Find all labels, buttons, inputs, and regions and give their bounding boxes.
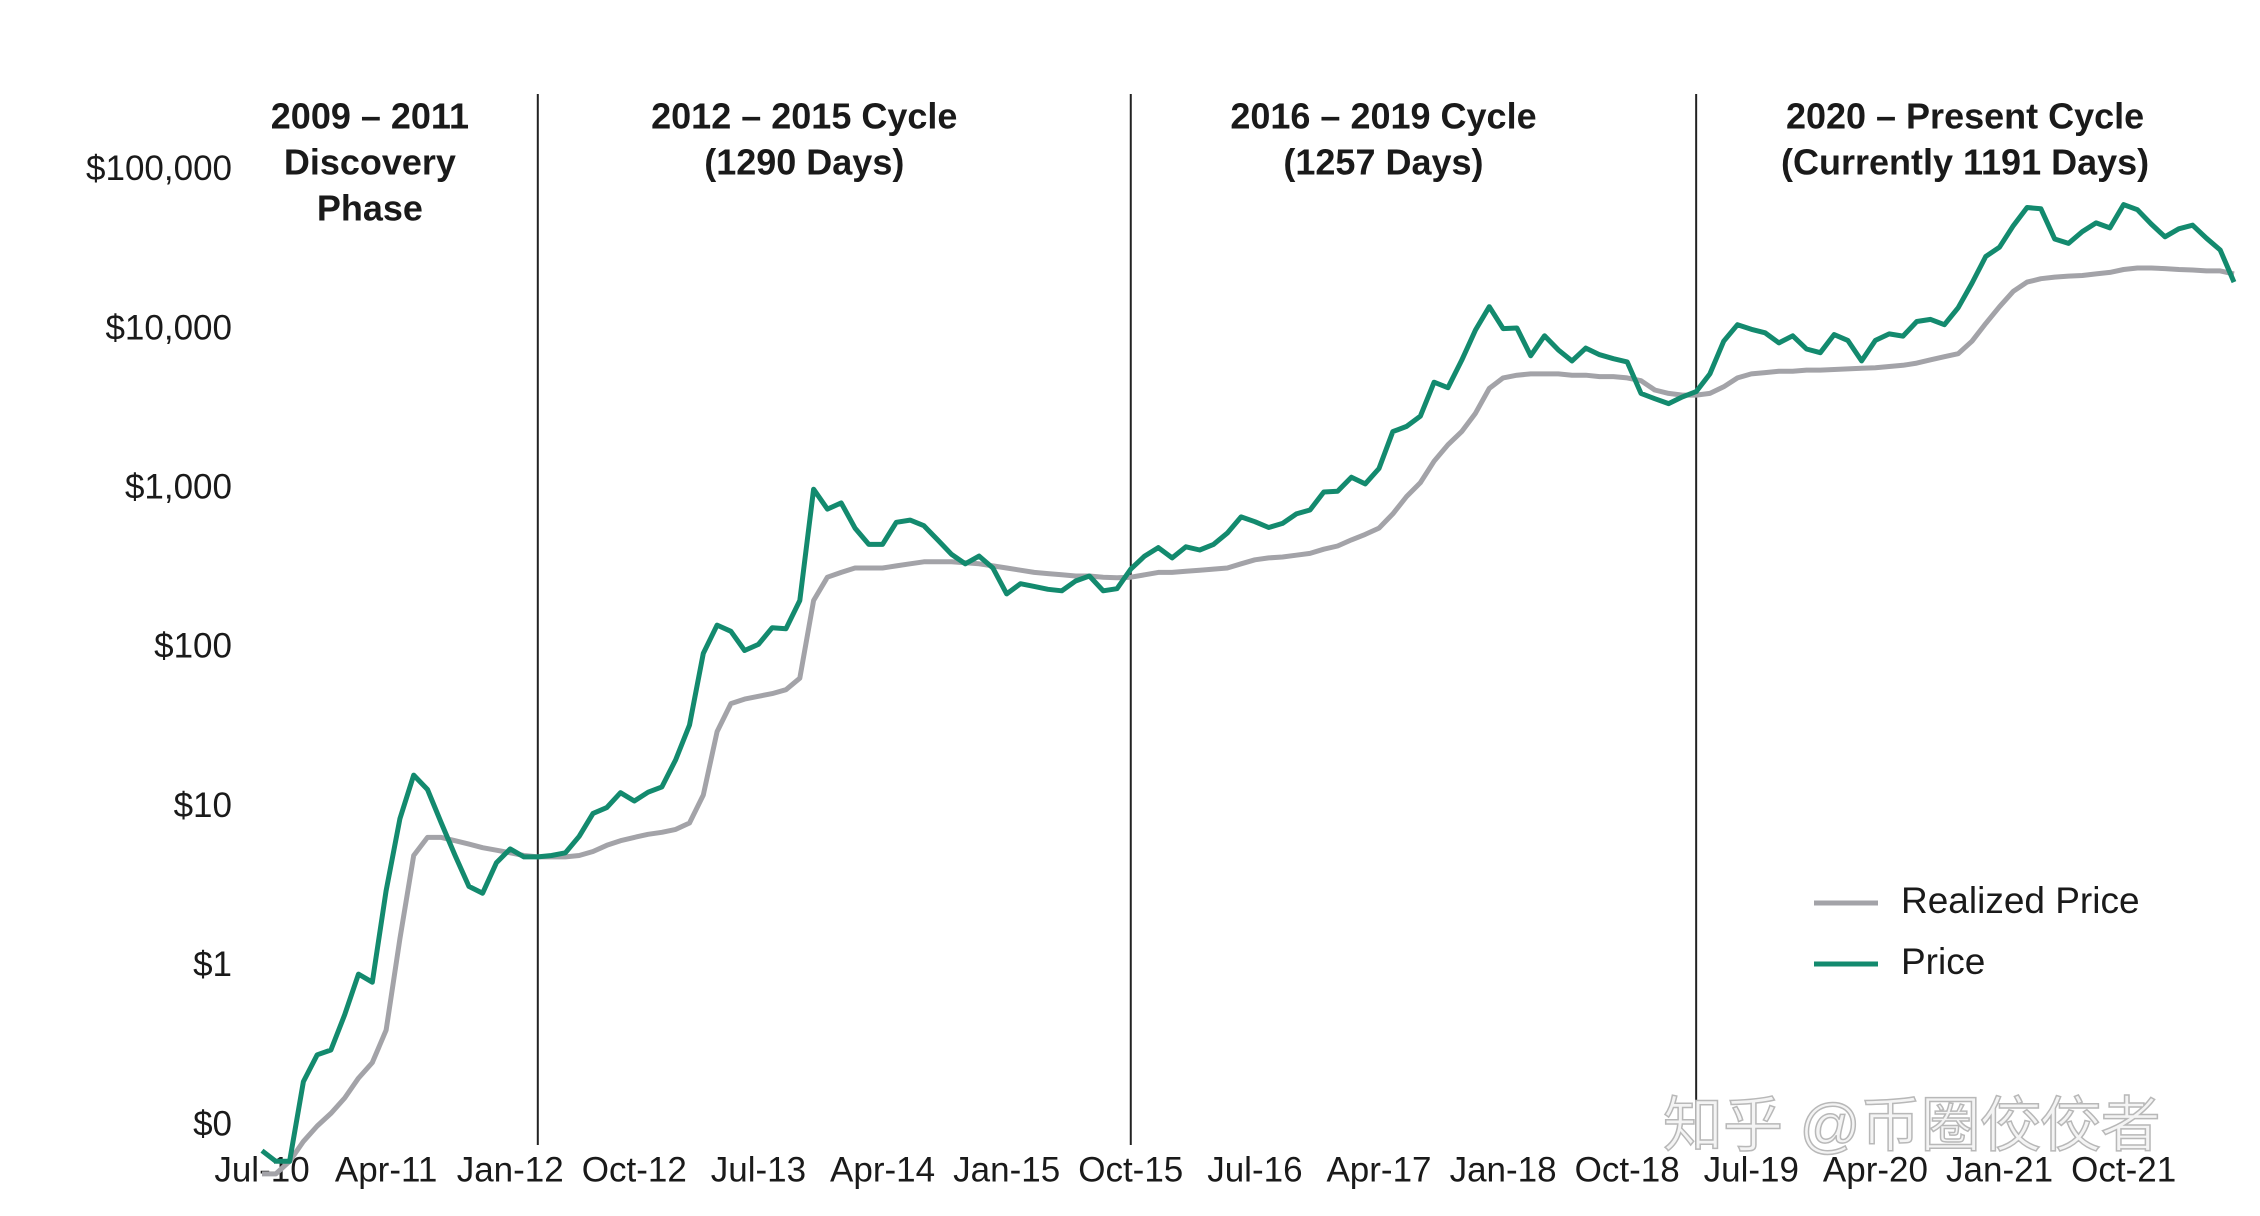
series-line [262,265,2235,1177]
watermark: 知乎 @币圈佼佼者 [1663,1092,2161,1159]
y-tick-label: $100,000 [86,149,232,188]
y-tick-label: $0 [193,1104,232,1143]
cycle-label: Phase [317,188,423,229]
legend-label: Price [1901,941,1985,982]
cycle-label: (1290 Days) [704,142,904,183]
cycle-label: 2020 – Present Cycle [1786,96,2144,137]
legend-label: Realized Price [1901,880,2140,921]
x-tick-label: Jul-16 [1207,1150,1302,1189]
x-tick-label: Apr-20 [1823,1150,1928,1189]
x-tick-label: Apr-11 [335,1150,437,1189]
x-tick-label: Oct-15 [1078,1150,1183,1189]
x-tick-label: Jul-13 [711,1150,806,1189]
series-line [260,202,2237,1164]
x-tick-label: Jan-18 [1450,1150,1557,1189]
y-tick-label: $1,000 [125,467,232,506]
y-tick-label: $1 [193,945,232,984]
cycle-label: (1257 Days) [1283,142,1483,183]
x-tick-label: Jan-15 [953,1150,1060,1189]
cycle-label: Discovery [284,142,456,183]
x-tick-label: Jul-19 [1704,1150,1799,1189]
cycle-label: 2009 – 2011 [271,96,469,137]
x-tick-label: Jan-21 [1946,1150,2053,1189]
cycle-label: 2012 – 2015 Cycle [651,96,957,137]
x-tick-label: Jan-12 [457,1150,564,1189]
x-tick-label: Oct-18 [1575,1150,1680,1189]
y-tick-label: $100 [154,627,232,666]
cycle-label: (Currently 1191 Days) [1781,142,2149,183]
x-tick-label: Apr-14 [830,1150,935,1189]
y-tick-label: $10,000 [105,308,232,347]
y-tick-label: $10 [174,786,232,825]
x-tick-label: Oct-21 [2071,1150,2176,1189]
x-tick-label: Oct-12 [582,1150,687,1189]
cycle-label: 2016 – 2019 Cycle [1230,96,1536,137]
x-tick-label: Apr-17 [1326,1150,1431,1189]
